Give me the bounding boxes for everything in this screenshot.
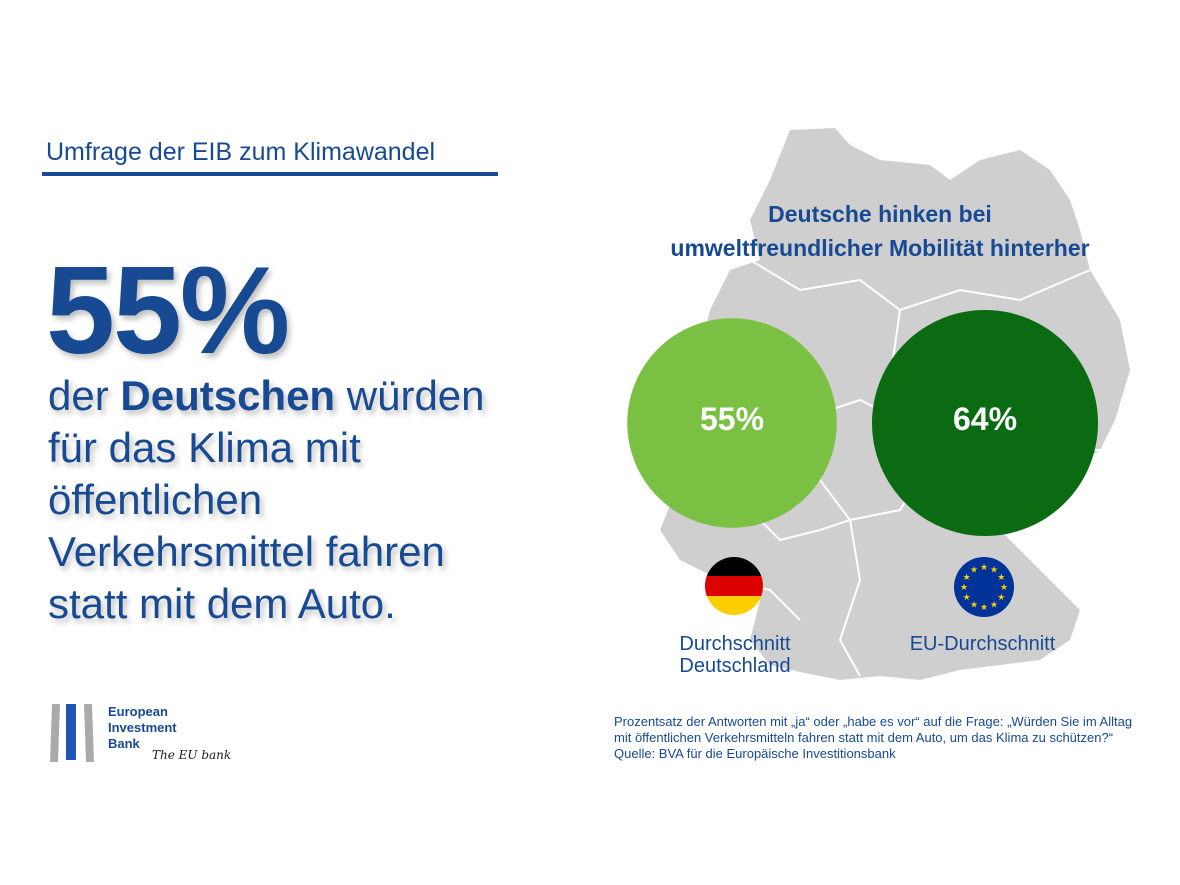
eu-star: ★ — [980, 562, 988, 572]
eu-star: ★ — [963, 572, 971, 582]
eu-star: ★ — [997, 592, 1005, 602]
bubble-label-eu: 64% — [952, 401, 1018, 437]
eu-star: ★ — [990, 599, 998, 609]
statement-bold: Deutschen — [120, 372, 336, 419]
statement-line-5: statt mit dem Auto. — [48, 580, 396, 627]
note-line-1: Prozentsatz der Antworten mit „ja“ oder … — [614, 714, 1133, 729]
bubble-eu — [872, 310, 1098, 536]
chart-title-line-1: Deutsche hinken bei — [768, 201, 992, 227]
bubble-germany — [627, 318, 837, 528]
eu-star: ★ — [963, 592, 971, 602]
statement-line-3: öffentlichen — [48, 476, 263, 523]
caption-germany-line-2: Deutschland — [679, 655, 791, 677]
eu-star: ★ — [997, 572, 1005, 582]
headline-percent: 55% — [46, 242, 290, 380]
headline-statement: der Deutschen würden für das Klima mit ö… — [48, 370, 568, 630]
logo-line-1: European — [108, 704, 168, 719]
caption-germany: Durchschnitt Deutschland — [660, 633, 810, 677]
eu-star: ★ — [970, 565, 978, 575]
eu-star: ★ — [970, 599, 978, 609]
caption-eu: EU-Durchschnitt — [909, 633, 1056, 655]
eu-star: ★ — [980, 602, 988, 612]
eib-logo-text: European Investment Bank — [108, 704, 177, 752]
title-underline — [42, 172, 498, 176]
statement-line-2: für das Klima mit — [48, 424, 361, 471]
eu-star: ★ — [990, 565, 998, 575]
germany-flag-icon — [705, 557, 763, 615]
statement-pre: der — [48, 372, 121, 419]
logo-line-3: Bank — [108, 736, 140, 751]
survey-title: Umfrage der EIB zum Klimawandel — [46, 138, 436, 166]
note-line-3: Quelle: BVA für die Europäische Investit… — [614, 746, 896, 761]
eu-flag-icon: ★★★★★★★★★ ★ ★★ — [954, 557, 1014, 617]
statement-line-4: Verkehrsmittel fahren — [48, 528, 445, 575]
eu-star: ★ — [1000, 582, 1008, 592]
note-line-2: mit öffentlichen Verkehrsmitteln fahren … — [614, 730, 1114, 745]
eib-logo-mark — [50, 704, 94, 762]
chart-title-line-2: umweltfreundlicher Mobilität hinterher — [670, 235, 1090, 261]
caption-germany-line-1: Durchschnitt — [679, 633, 791, 655]
eu-star: ★ — [960, 582, 968, 592]
statement-post: würden — [335, 372, 485, 419]
chart-title: Deutsche hinken bei umweltfreundlicher M… — [600, 197, 1160, 265]
source-note: Prozentsatz der Antworten mit „ja“ oder … — [614, 714, 1132, 762]
logo-line-2: Investment — [108, 720, 177, 735]
eib-tagline: The EU bank — [152, 748, 232, 762]
bubble-label-germany: 55% — [699, 401, 765, 437]
